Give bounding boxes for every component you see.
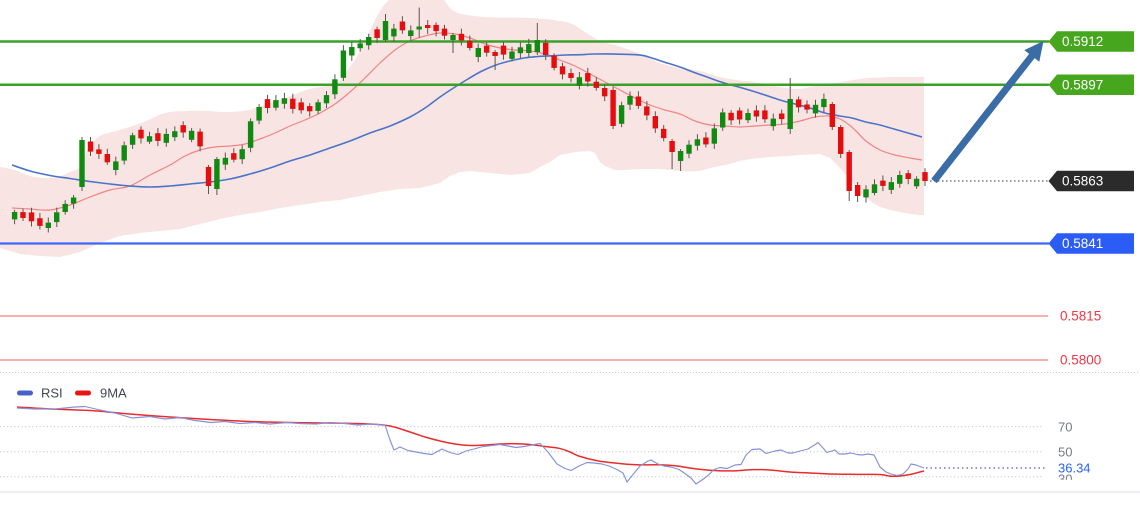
svg-text:0.5800: 0.5800 [1060, 353, 1101, 368]
svg-text:70: 70 [1058, 419, 1072, 434]
svg-text:9MA: 9MA [100, 386, 127, 401]
svg-text:30: 30 [1058, 472, 1072, 487]
svg-text:0.5863: 0.5863 [1062, 174, 1103, 189]
svg-text:0.5841: 0.5841 [1062, 236, 1103, 251]
svg-text:0.5897: 0.5897 [1062, 78, 1103, 93]
svg-text:0.5912: 0.5912 [1062, 34, 1103, 49]
svg-text:36.34: 36.34 [1058, 461, 1091, 476]
svg-text:0.5815: 0.5815 [1060, 309, 1101, 324]
svg-text:50: 50 [1058, 444, 1072, 459]
svg-text:RSI: RSI [41, 386, 63, 401]
